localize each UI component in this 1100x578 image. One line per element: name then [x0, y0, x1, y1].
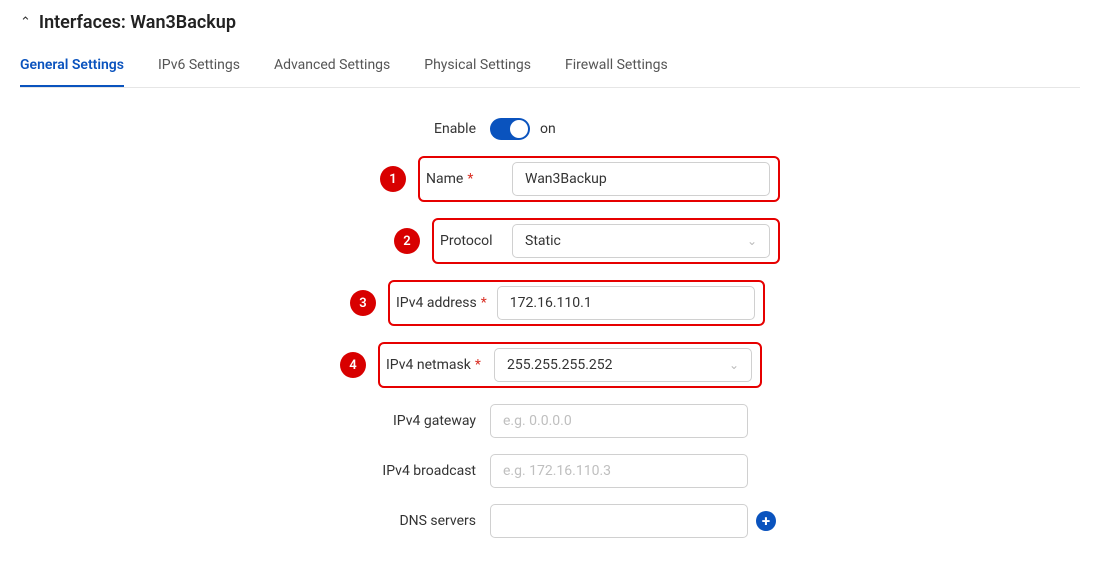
ipv4-netmask-select[interactable]: 255.255.255.252 ⌄: [494, 348, 752, 382]
callout-badge-4: 4: [340, 352, 366, 378]
tab-label: Advanced Settings: [274, 57, 390, 73]
tab-label: Firewall Settings: [565, 57, 668, 73]
ipv4-address-label: IPv4 address*: [396, 295, 497, 311]
enable-state-text: on: [540, 121, 556, 137]
tab-bar: General Settings IPv6 Settings Advanced …: [20, 47, 1080, 88]
ipv4-broadcast-input[interactable]: [490, 454, 748, 488]
collapse-chevron-icon[interactable]: ⌃: [20, 15, 31, 30]
callout-badge-3: 3: [350, 290, 376, 316]
plus-icon: +: [762, 514, 770, 529]
tab-general-settings[interactable]: General Settings: [20, 47, 124, 87]
ipv4-address-input[interactable]: [497, 286, 755, 320]
tab-label: IPv6 Settings: [158, 57, 240, 73]
add-dns-server-button[interactable]: +: [756, 511, 776, 531]
chevron-down-icon: ⌄: [747, 234, 757, 248]
protocol-label: Protocol: [440, 233, 512, 249]
ipv4-broadcast-label: IPv4 broadcast: [20, 463, 490, 479]
page-title: Interfaces: Wan3Backup: [39, 12, 236, 33]
callout-box-protocol: Protocol Static ⌄: [432, 218, 780, 264]
enable-toggle[interactable]: [490, 118, 530, 140]
dns-servers-label: DNS servers: [20, 513, 490, 529]
name-input[interactable]: [512, 162, 770, 196]
protocol-select[interactable]: Static ⌄: [512, 224, 770, 258]
callout-box-name: Name*: [418, 156, 780, 202]
ipv4-gateway-input[interactable]: [490, 404, 748, 438]
ipv4-netmask-value: 255.255.255.252: [507, 357, 613, 373]
tab-ipv6-settings[interactable]: IPv6 Settings: [158, 47, 240, 87]
tab-physical-settings[interactable]: Physical Settings: [424, 47, 531, 87]
callout-badge-2: 2: [394, 228, 420, 254]
enable-label: Enable: [20, 121, 490, 137]
callout-box-ipv4-address: IPv4 address*: [388, 280, 765, 326]
ipv4-netmask-label: IPv4 netmask*: [386, 357, 494, 373]
chevron-down-icon: ⌄: [729, 358, 739, 372]
tab-advanced-settings[interactable]: Advanced Settings: [274, 47, 390, 87]
tab-label: General Settings: [20, 57, 124, 73]
dns-servers-input[interactable]: [490, 504, 748, 538]
ipv4-gateway-label: IPv4 gateway: [20, 413, 490, 429]
name-label: Name*: [426, 171, 512, 187]
callout-box-ipv4-netmask: IPv4 netmask* 255.255.255.252 ⌄: [378, 342, 762, 388]
tab-label: Physical Settings: [424, 57, 531, 73]
protocol-value: Static: [525, 233, 561, 249]
callout-badge-1: 1: [380, 166, 406, 192]
tab-firewall-settings[interactable]: Firewall Settings: [565, 47, 668, 87]
